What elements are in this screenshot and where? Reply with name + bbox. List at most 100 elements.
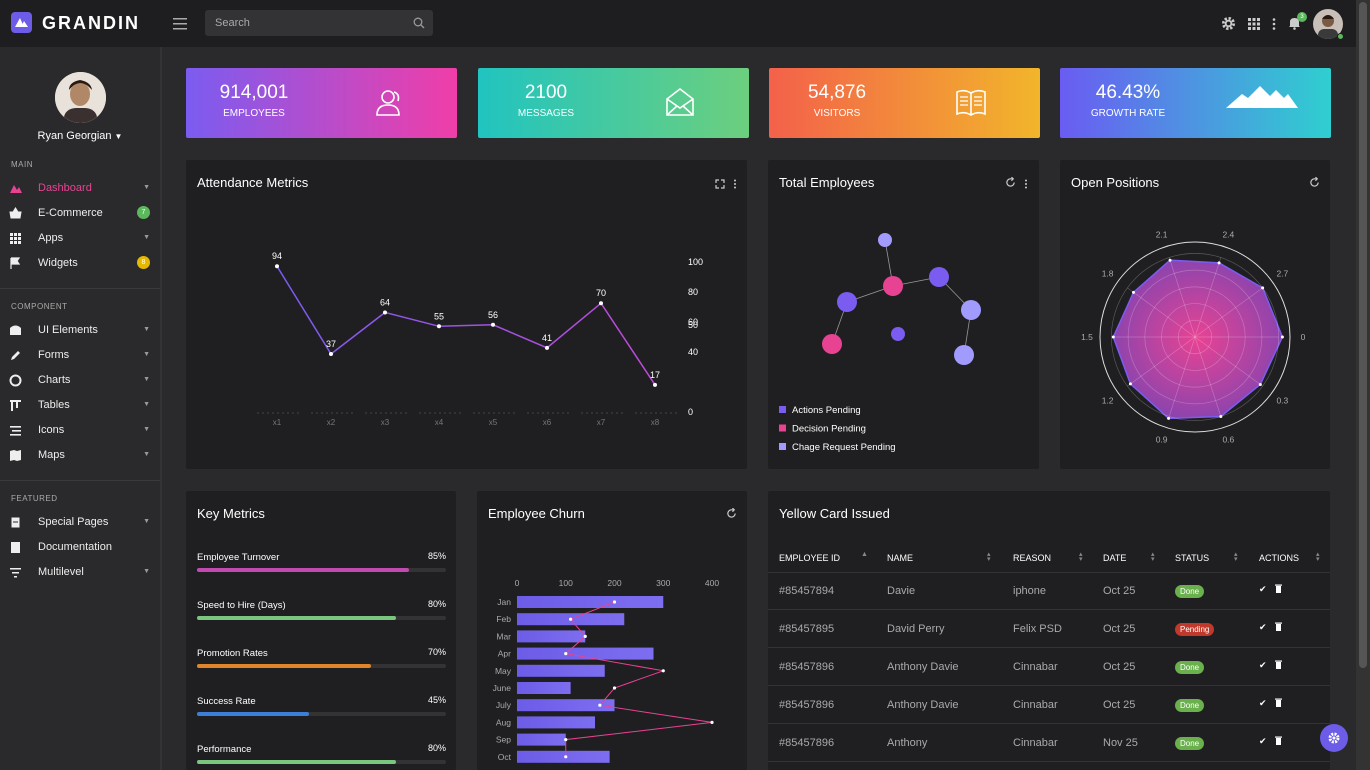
menu-toggle-icon[interactable] (173, 17, 189, 30)
churn-bar[interactable] (517, 682, 571, 694)
radar-point[interactable] (1168, 258, 1172, 262)
user-name-menu[interactable]: Ryan Georgian ▼ (0, 130, 160, 142)
sidebar-item-icons[interactable]: Icons ▼ (0, 419, 160, 443)
delete-trash-icon[interactable] (1275, 584, 1282, 596)
data-point[interactable] (653, 382, 657, 387)
churn-point[interactable] (612, 686, 617, 690)
sidebar-item-widgets[interactable]: Widgets 8 (0, 252, 160, 276)
sort-icon[interactable]: ▴ ▾ (1316, 551, 1320, 563)
refresh-icon[interactable] (1005, 175, 1016, 193)
delete-trash-icon[interactable] (1275, 698, 1282, 710)
avatar[interactable] (55, 72, 106, 123)
approve-check-icon[interactable]: ✔ (1259, 622, 1267, 632)
more-vertical-icon[interactable] (1024, 176, 1028, 194)
scrollbar-thumb[interactable] (1359, 2, 1367, 668)
sidebar-item-e-commerce[interactable]: E-Commerce 7 (0, 202, 160, 226)
delete-trash-icon[interactable] (1275, 660, 1282, 672)
apps-grid-icon[interactable] (1248, 17, 1260, 35)
churn-bar[interactable] (517, 596, 664, 608)
churn-bar[interactable] (517, 699, 615, 712)
churn-bar[interactable] (517, 750, 610, 763)
approve-check-icon[interactable]: ✔ (1259, 660, 1267, 670)
churn-bar[interactable] (517, 630, 586, 643)
stat-card-messages[interactable]: 2100 MESSAGES (478, 68, 749, 138)
bubble-point[interactable] (954, 345, 974, 365)
churn-bar[interactable] (517, 664, 605, 677)
search-icon[interactable] (413, 16, 425, 34)
radar-point[interactable] (1128, 382, 1132, 386)
fullscreen-icon[interactable] (715, 176, 725, 194)
data-point[interactable] (383, 310, 387, 315)
data-point[interactable] (329, 352, 333, 357)
delete-trash-icon[interactable] (1275, 622, 1282, 634)
column-header[interactable]: REASON (1013, 553, 1052, 563)
data-point[interactable] (437, 324, 441, 329)
churn-point[interactable] (564, 652, 568, 656)
column-header[interactable]: NAME (887, 553, 914, 563)
approve-check-icon[interactable]: ✔ (1259, 736, 1267, 746)
table-row[interactable]: #85457895 David Perry Felix PSD Oct 25 Pendi… (768, 610, 1330, 648)
settings-fab-button[interactable] (1320, 724, 1348, 752)
sidebar-item-charts[interactable]: Charts ▼ (0, 369, 160, 393)
churn-point[interactable] (661, 669, 665, 673)
bubble-point[interactable] (891, 327, 905, 341)
gear-icon[interactable] (1221, 16, 1236, 36)
radar-point[interactable] (1261, 286, 1265, 290)
churn-point[interactable] (564, 738, 568, 742)
approve-check-icon[interactable]: ✔ (1259, 584, 1267, 594)
data-point[interactable] (599, 301, 603, 306)
bubble-point[interactable] (837, 292, 857, 312)
churn-point[interactable] (569, 617, 573, 621)
sidebar-item-tables[interactable]: Tables ▼ (0, 394, 160, 418)
delete-trash-icon[interactable] (1275, 736, 1282, 748)
sidebar-item-maps[interactable]: Maps ▼ (0, 444, 160, 468)
churn-bar[interactable] (517, 733, 566, 746)
sort-icon[interactable]: ▴ ▾ (1079, 551, 1083, 563)
radar-point[interactable] (1258, 382, 1262, 386)
more-vertical-icon[interactable] (733, 176, 737, 194)
data-point[interactable] (275, 264, 279, 269)
column-header[interactable]: STATUS (1175, 553, 1210, 563)
refresh-icon[interactable] (726, 506, 737, 524)
sidebar-item-multilevel[interactable]: Multilevel ▼ (0, 561, 160, 585)
more-vertical-icon[interactable] (1272, 17, 1276, 35)
stat-card-visitors[interactable]: 54,876 VISITORS (769, 68, 1040, 138)
sort-icon[interactable]: ▴ ▾ (987, 551, 991, 563)
data-point[interactable] (545, 345, 549, 350)
bubble-point[interactable] (883, 276, 903, 296)
bubble-point[interactable] (822, 334, 842, 354)
table-row[interactable]: #85457896 Anthony Cinnabar Nov 25 Done ✔ (768, 724, 1330, 762)
churn-point[interactable] (710, 720, 714, 724)
data-point[interactable] (491, 322, 495, 327)
radar-point[interactable] (1280, 335, 1284, 339)
churn-point[interactable] (598, 703, 602, 707)
churn-point[interactable] (564, 755, 568, 759)
bubble-point[interactable] (961, 300, 981, 320)
refresh-icon[interactable] (1309, 175, 1320, 193)
column-header[interactable]: DATE (1103, 553, 1127, 563)
churn-bar[interactable] (517, 716, 595, 729)
radar-point[interactable] (1167, 416, 1171, 420)
table-row[interactable]: #85457894 Davie iphone Oct 25 Done ✔ (768, 572, 1330, 610)
sidebar-item-forms[interactable]: Forms ▼ (0, 344, 160, 368)
bubble-point[interactable] (929, 267, 949, 287)
approve-check-icon[interactable]: ✔ (1259, 698, 1267, 708)
column-header[interactable]: EMPLOYEE ID (779, 553, 841, 563)
sort-icon[interactable]: ▴ ▾ (1151, 551, 1155, 563)
search-input[interactable] (215, 10, 405, 36)
churn-point[interactable] (583, 634, 587, 638)
sort-icon[interactable]: ▴ ▾ (1234, 551, 1238, 563)
page-scrollbar[interactable] (1356, 0, 1370, 770)
stat-card-employees[interactable]: 914,001 EMPLOYEES (186, 68, 457, 138)
table-row[interactable]: #85457896 Anthony Davie Cinnabar Oct 25 Done… (768, 686, 1330, 724)
sidebar-item-ui-elements[interactable]: UI Elements ▼ (0, 319, 160, 343)
sort-asc-icon[interactable]: ▲ (861, 551, 868, 558)
sidebar-item-apps[interactable]: Apps ▼ (0, 227, 160, 251)
sidebar-item-documentation[interactable]: Documentation (0, 536, 160, 560)
radar-point[interactable] (1111, 335, 1115, 339)
table-row[interactable]: #85457896 Anthony Davie Cinnabar Oct 25 Done… (768, 648, 1330, 686)
churn-point[interactable] (612, 600, 617, 604)
sidebar-item-special-pages[interactable]: Special Pages ▼ (0, 511, 160, 535)
sidebar-item-dashboard[interactable]: Dashboard ▼ (0, 177, 160, 201)
column-header[interactable]: ACTIONS (1259, 553, 1300, 563)
